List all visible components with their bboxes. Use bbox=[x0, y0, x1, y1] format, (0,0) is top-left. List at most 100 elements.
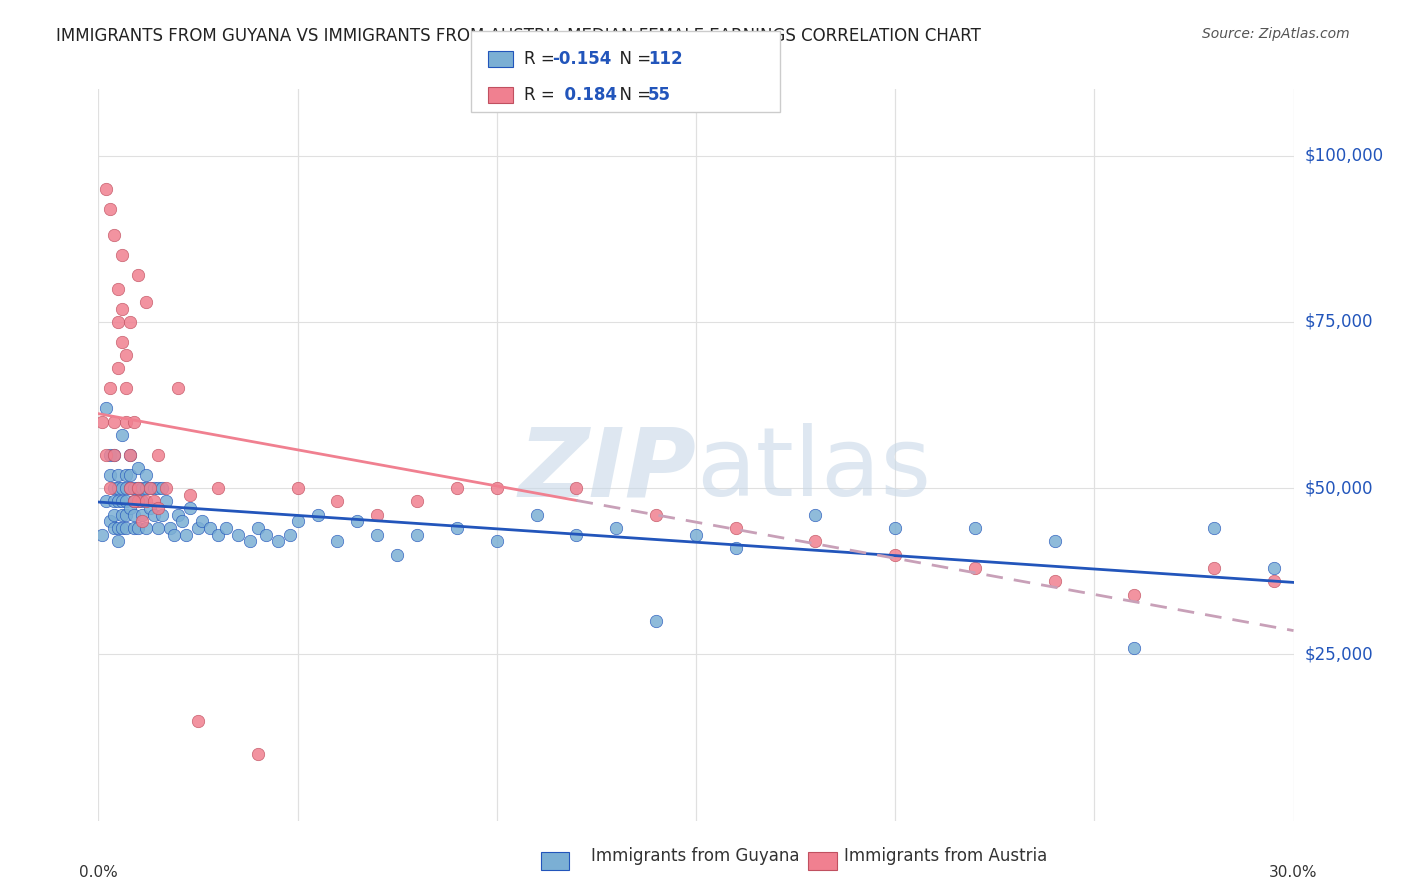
Point bbox=[127, 268, 149, 283]
Point bbox=[148, 521, 170, 535]
Point bbox=[115, 508, 138, 522]
Point bbox=[1043, 534, 1066, 549]
Point bbox=[124, 481, 146, 495]
Point bbox=[1202, 521, 1225, 535]
Point bbox=[120, 448, 142, 462]
Point bbox=[127, 481, 149, 495]
Point bbox=[124, 494, 146, 508]
Point bbox=[605, 521, 627, 535]
Text: $50,000: $50,000 bbox=[1305, 479, 1374, 497]
Point bbox=[107, 481, 129, 495]
Point bbox=[198, 521, 221, 535]
Point bbox=[446, 521, 468, 535]
Text: N =: N = bbox=[609, 50, 657, 69]
Point bbox=[107, 467, 129, 482]
Text: 0.184: 0.184 bbox=[553, 87, 617, 104]
Point bbox=[107, 534, 129, 549]
Point bbox=[91, 415, 114, 429]
Text: N =: N = bbox=[609, 87, 657, 104]
Point bbox=[107, 361, 129, 376]
Point bbox=[111, 494, 134, 508]
Point bbox=[645, 508, 668, 522]
Text: Source: ZipAtlas.com: Source: ZipAtlas.com bbox=[1202, 27, 1350, 41]
Point bbox=[366, 508, 388, 522]
Point bbox=[167, 381, 190, 395]
Text: $25,000: $25,000 bbox=[1305, 646, 1374, 664]
Point bbox=[103, 521, 125, 535]
Text: -0.154: -0.154 bbox=[553, 50, 612, 69]
Point bbox=[148, 448, 170, 462]
Point bbox=[565, 481, 588, 495]
Point bbox=[179, 501, 201, 516]
Point bbox=[103, 481, 125, 495]
Text: 55: 55 bbox=[648, 87, 671, 104]
Point bbox=[148, 501, 170, 516]
Point bbox=[111, 334, 134, 349]
Point bbox=[406, 494, 429, 508]
Point bbox=[287, 481, 309, 495]
Point bbox=[1123, 588, 1146, 602]
Point bbox=[98, 467, 122, 482]
Point bbox=[804, 508, 827, 522]
Point bbox=[103, 228, 125, 243]
Point bbox=[120, 448, 142, 462]
Point bbox=[131, 481, 153, 495]
Point bbox=[91, 527, 114, 541]
Point bbox=[103, 448, 125, 462]
Point bbox=[226, 527, 249, 541]
Text: 112: 112 bbox=[648, 50, 683, 69]
Point bbox=[174, 527, 197, 541]
Point bbox=[135, 467, 157, 482]
Point bbox=[111, 428, 134, 442]
Point bbox=[115, 381, 138, 395]
Point bbox=[287, 515, 309, 529]
Point bbox=[135, 521, 157, 535]
Point bbox=[155, 481, 177, 495]
Point bbox=[187, 521, 209, 535]
Point bbox=[645, 614, 668, 628]
Point bbox=[143, 494, 166, 508]
Point bbox=[1123, 640, 1146, 655]
Point bbox=[135, 295, 157, 310]
Point bbox=[135, 481, 157, 495]
Point bbox=[526, 508, 548, 522]
Point bbox=[191, 515, 214, 529]
Point bbox=[159, 521, 181, 535]
Point bbox=[139, 481, 162, 495]
Point bbox=[103, 415, 125, 429]
Point bbox=[1202, 561, 1225, 575]
Point bbox=[120, 481, 142, 495]
Point bbox=[103, 448, 125, 462]
Point bbox=[124, 508, 146, 522]
Point bbox=[1263, 574, 1285, 589]
Point bbox=[98, 381, 122, 395]
Point bbox=[485, 481, 508, 495]
Text: $75,000: $75,000 bbox=[1305, 313, 1374, 331]
Text: 30.0%: 30.0% bbox=[1270, 864, 1317, 880]
Point bbox=[963, 561, 986, 575]
Point bbox=[107, 521, 129, 535]
Point bbox=[111, 521, 134, 535]
Point bbox=[120, 467, 142, 482]
Point bbox=[111, 508, 134, 522]
Point bbox=[98, 448, 122, 462]
Point bbox=[120, 501, 142, 516]
Point bbox=[724, 521, 747, 535]
Point bbox=[884, 548, 907, 562]
Point bbox=[96, 448, 118, 462]
Point bbox=[963, 521, 986, 535]
Point bbox=[131, 515, 153, 529]
Text: IMMIGRANTS FROM GUYANA VS IMMIGRANTS FROM AUSTRIA MEDIAN FEMALE EARNINGS CORRELA: IMMIGRANTS FROM GUYANA VS IMMIGRANTS FRO… bbox=[56, 27, 981, 45]
Point bbox=[120, 315, 142, 329]
Point bbox=[307, 508, 329, 522]
Point bbox=[326, 494, 349, 508]
Text: $100,000: $100,000 bbox=[1305, 146, 1384, 165]
Point bbox=[148, 481, 170, 495]
Point bbox=[278, 527, 301, 541]
Point bbox=[111, 248, 134, 262]
Point bbox=[115, 467, 138, 482]
Point bbox=[1043, 574, 1066, 589]
Point bbox=[804, 534, 827, 549]
Point bbox=[172, 515, 194, 529]
Point bbox=[107, 494, 129, 508]
